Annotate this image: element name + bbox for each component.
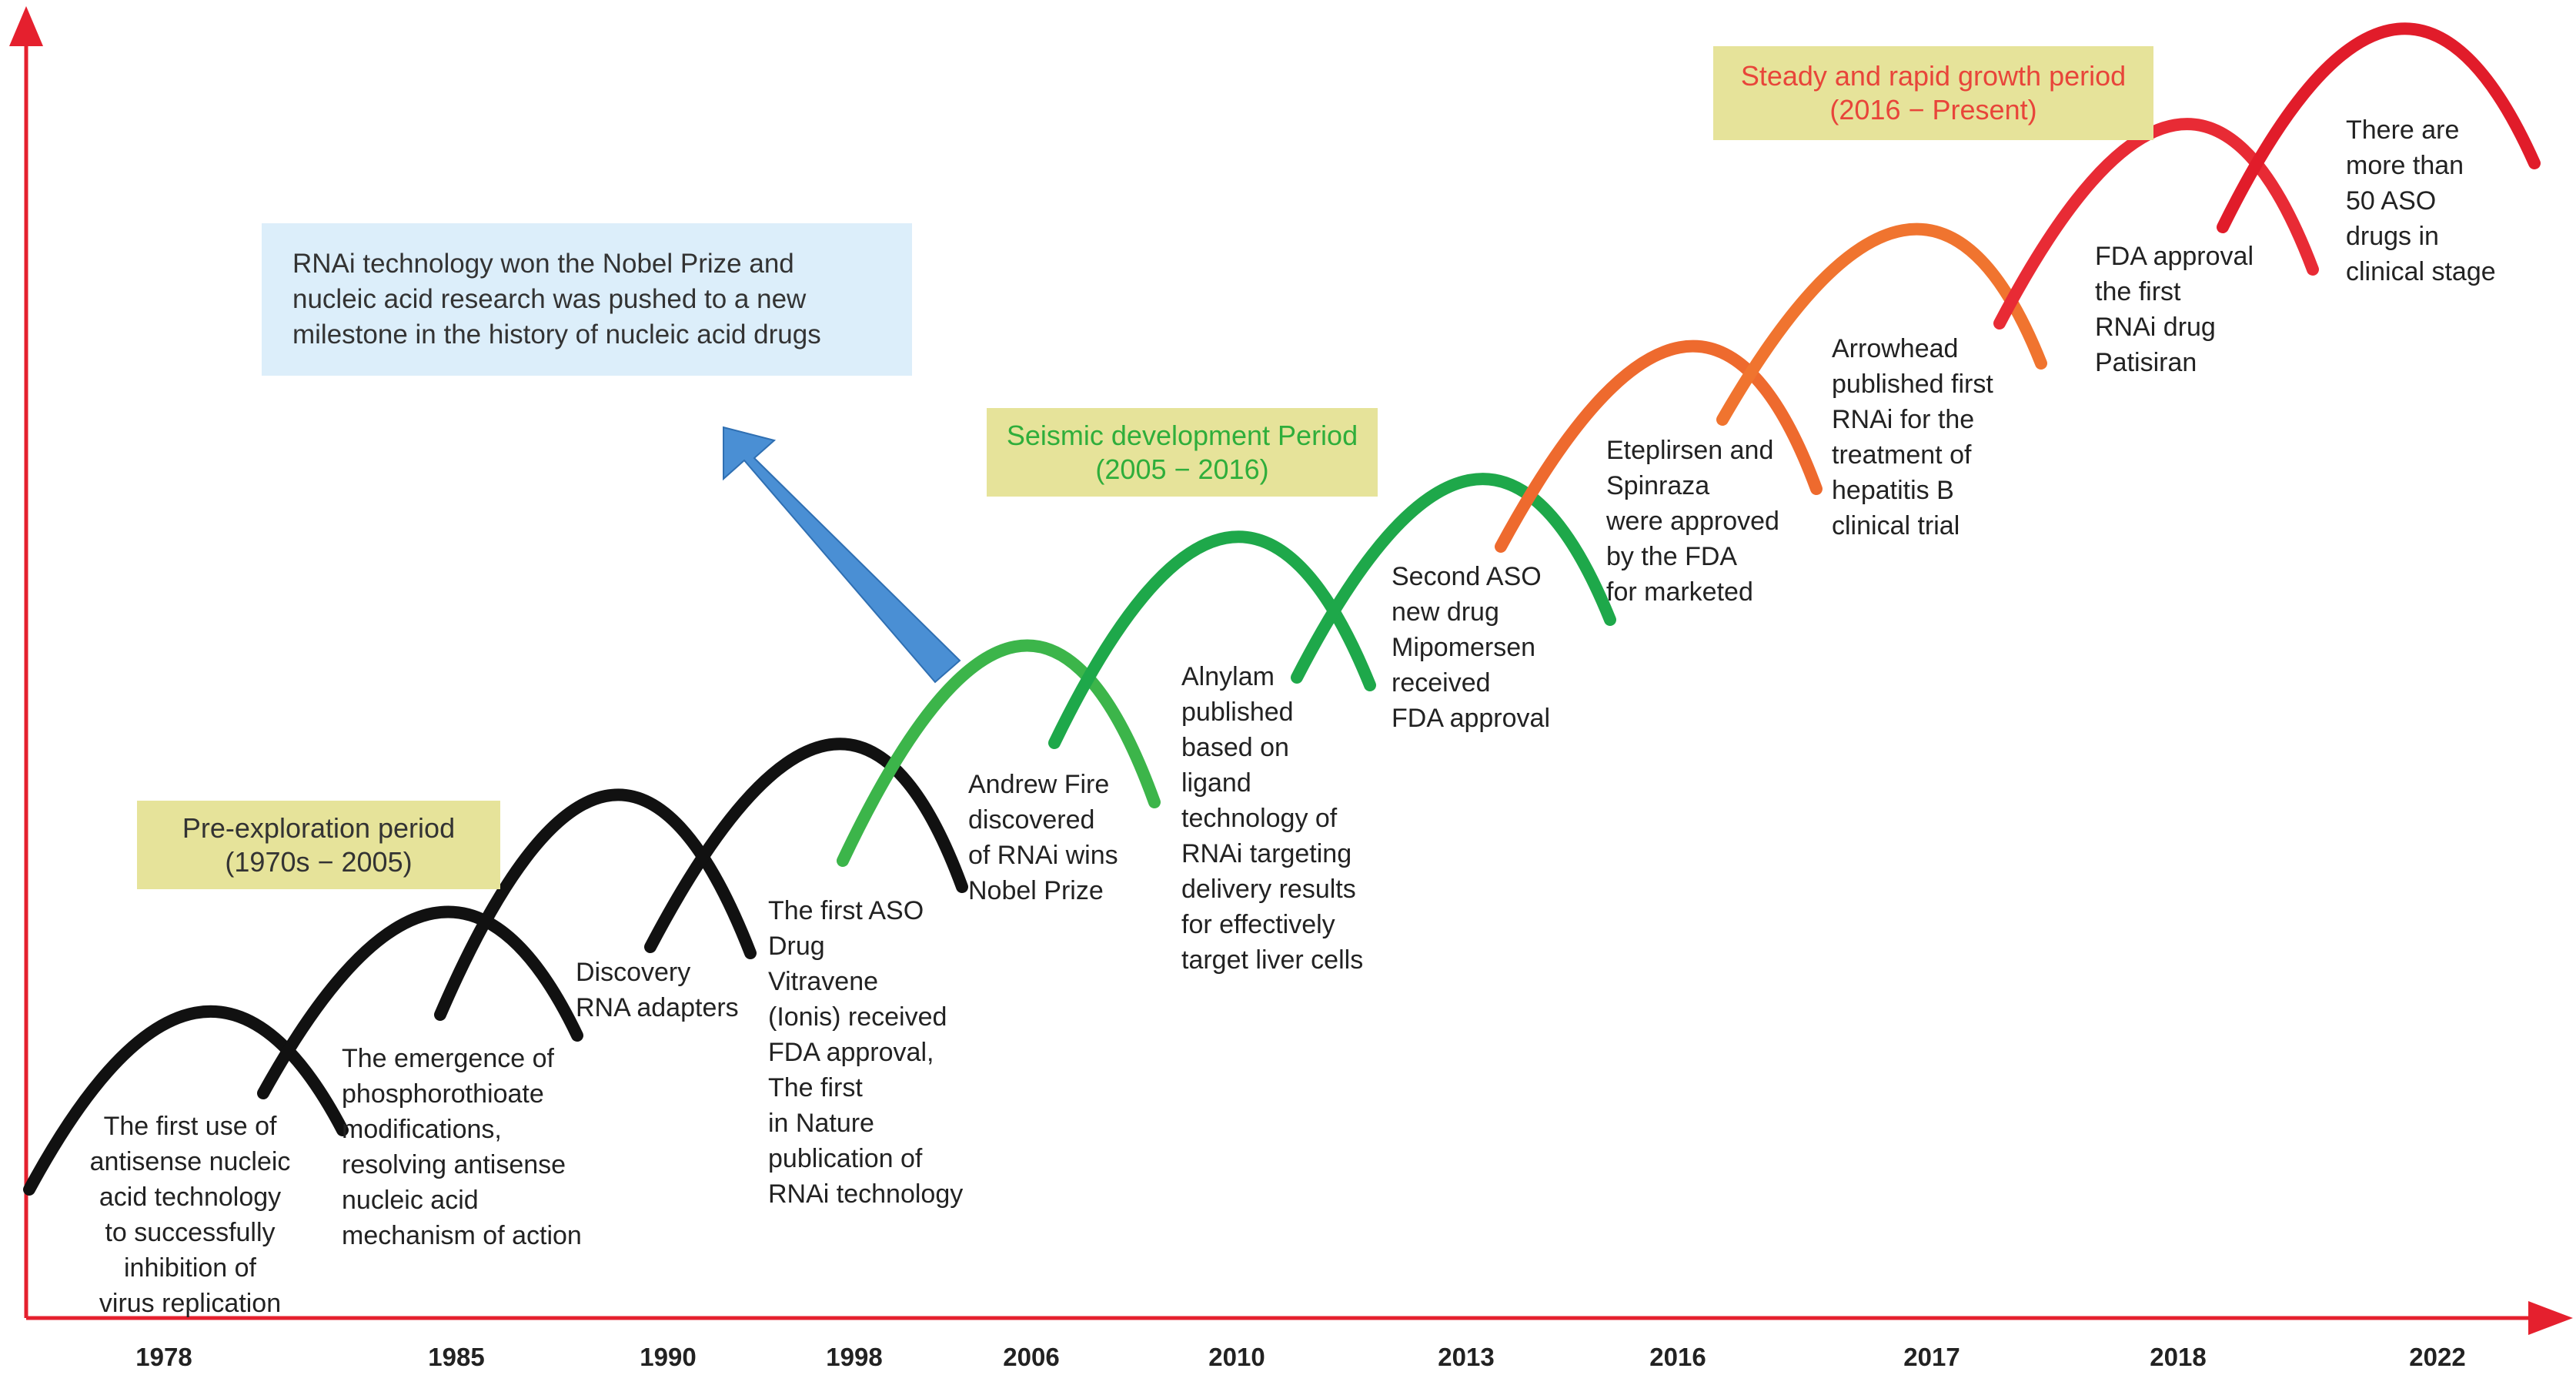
event-2016: Eteplirsen and Spinraza were approved by…: [1606, 436, 1779, 607]
arc-1978: [23, 1005, 349, 1196]
nobel-note: RNAi technology won the Nobel Prize and …: [262, 223, 912, 376]
event-2018: FDA approval the first RNAi drug Patisir…: [2095, 242, 2254, 377]
arc-2013: [1291, 473, 1616, 684]
period-name: Steady and rapid growth period: [1740, 60, 2127, 92]
period-range: (1970s − 2005): [225, 845, 413, 878]
arc-2016: [1495, 340, 1823, 553]
year-label-2013: 2013: [1438, 1343, 1495, 1371]
arc-1998: [644, 738, 968, 953]
year-label-2017: 2017: [1903, 1343, 1960, 1371]
event-2022: There are more than 50 ASO drugs in clin…: [2346, 115, 2496, 286]
event-1990: Discovery RNA adapters: [576, 958, 739, 1022]
period-box-seismic-development: Seismic development Period (2005 − 2016): [987, 408, 1378, 497]
period-box-pre-exploration: Pre-exploration period (1970s − 2005): [137, 801, 500, 889]
year-label-1990: 1990: [640, 1343, 697, 1371]
y-axis-arrowhead: [9, 6, 43, 46]
year-label-2010: 2010: [1208, 1343, 1265, 1371]
period-box-steady-growth: Steady and rapid growth period (2016 − P…: [1713, 46, 2153, 140]
period-name: Seismic development Period: [1006, 419, 1358, 451]
year-label-1985: 1985: [428, 1343, 485, 1371]
nobel-note-text: RNAi technology won the Nobel Prize and …: [292, 249, 821, 350]
period-range: (2016 − Present): [1829, 94, 2037, 125]
arc-1990: [434, 788, 757, 1021]
event-1978: The first use of antisense nucleic acid …: [89, 1112, 291, 1318]
event-2013: Second ASO new drug Mipomersen received …: [1392, 562, 1550, 733]
period-name: Pre-exploration period: [182, 811, 456, 844]
year-label-2006: 2006: [1003, 1343, 1060, 1371]
arc-2022: [2217, 22, 2541, 233]
event-2006: Andrew Fire discovered of RNAi wins Nobe…: [968, 770, 1118, 905]
nobel-arrow: [723, 426, 961, 684]
arc-1985: [257, 905, 583, 1099]
arc-2006: [837, 639, 1161, 867]
event-2010: Alnylam published based on ligand techno…: [1181, 662, 1364, 975]
year-label-2022: 2022: [2409, 1343, 2466, 1371]
growth-arcs: [23, 22, 2541, 1196]
year-label-1998: 1998: [826, 1343, 883, 1371]
event-1998: The first ASO Drug Vitravene (Ionis) rec…: [768, 896, 964, 1209]
event-1985: The emergence of phosphorothioate modifi…: [342, 1044, 582, 1250]
arc-2017: [1716, 222, 2047, 426]
year-label-1978: 1978: [135, 1343, 192, 1371]
year-label-2016: 2016: [1649, 1343, 1706, 1371]
event-2017: Arrowhead published first RNAi for the t…: [1832, 334, 1993, 540]
arc-2018: [1993, 118, 2319, 330]
year-label-2018: 2018: [2150, 1343, 2207, 1371]
period-range: (2005 − 2016): [1095, 453, 1269, 485]
x-axis-arrowhead: [2528, 1301, 2573, 1335]
